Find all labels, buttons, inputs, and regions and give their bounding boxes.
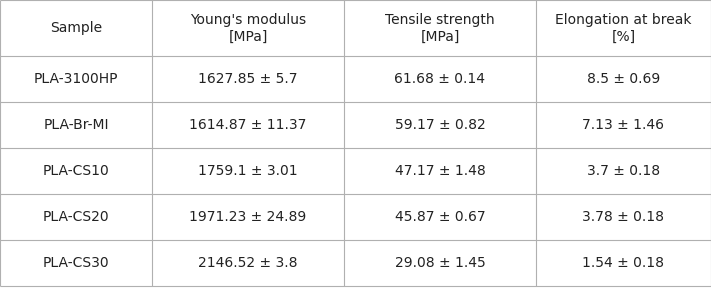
Text: 7.13 ± 1.46: 7.13 ± 1.46	[582, 118, 665, 132]
Text: PLA-CS20: PLA-CS20	[43, 210, 109, 224]
Text: 59.17 ± 0.82: 59.17 ± 0.82	[395, 118, 486, 132]
Text: 61.68 ± 0.14: 61.68 ± 0.14	[395, 72, 486, 86]
Text: 1614.87 ± 11.37: 1614.87 ± 11.37	[189, 118, 306, 132]
Text: 8.5 ± 0.69: 8.5 ± 0.69	[587, 72, 660, 86]
Text: 1627.85 ± 5.7: 1627.85 ± 5.7	[198, 72, 298, 86]
Text: 2146.52 ± 3.8: 2146.52 ± 3.8	[198, 256, 298, 270]
Text: [%]: [%]	[611, 29, 636, 43]
Text: 29.08 ± 1.45: 29.08 ± 1.45	[395, 256, 486, 270]
Text: 3.7 ± 0.18: 3.7 ± 0.18	[587, 164, 660, 178]
Text: [MPa]: [MPa]	[228, 29, 267, 43]
Text: 45.87 ± 0.67: 45.87 ± 0.67	[395, 210, 486, 224]
Text: 1759.1 ± 3.01: 1759.1 ± 3.01	[198, 164, 298, 178]
Text: 1.54 ± 0.18: 1.54 ± 0.18	[582, 256, 665, 270]
Text: [MPa]: [MPa]	[420, 29, 460, 43]
Text: Elongation at break: Elongation at break	[555, 13, 692, 26]
Text: 47.17 ± 1.48: 47.17 ± 1.48	[395, 164, 486, 178]
Text: PLA-Br-MI: PLA-Br-MI	[43, 118, 109, 132]
Text: PLA-CS30: PLA-CS30	[43, 256, 109, 270]
Text: Young's modulus: Young's modulus	[190, 13, 306, 26]
Text: Sample: Sample	[50, 21, 102, 35]
Text: Tensile strength: Tensile strength	[385, 13, 495, 26]
Text: 1971.23 ± 24.89: 1971.23 ± 24.89	[189, 210, 306, 224]
Text: PLA-3100HP: PLA-3100HP	[33, 72, 118, 86]
Text: PLA-CS10: PLA-CS10	[43, 164, 109, 178]
Text: 3.78 ± 0.18: 3.78 ± 0.18	[582, 210, 665, 224]
